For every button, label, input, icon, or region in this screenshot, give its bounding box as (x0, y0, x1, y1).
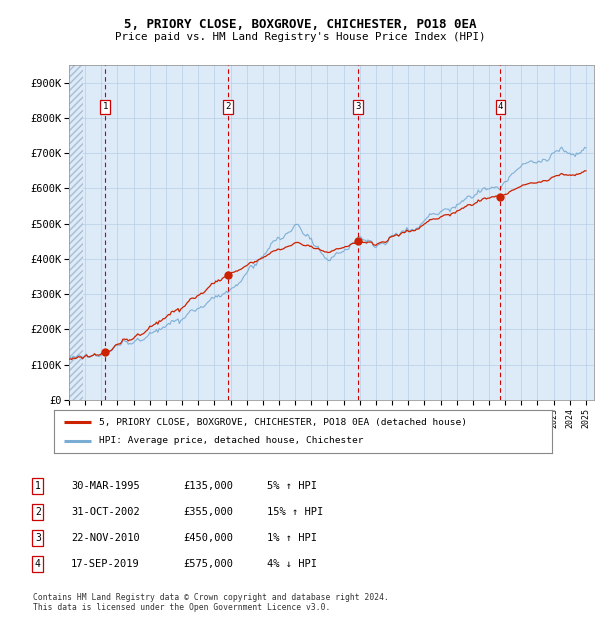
Text: 22-NOV-2010: 22-NOV-2010 (71, 533, 140, 543)
Text: 4: 4 (35, 559, 41, 569)
Text: 1% ↑ HPI: 1% ↑ HPI (267, 533, 317, 543)
Text: 5% ↑ HPI: 5% ↑ HPI (267, 481, 317, 491)
Text: 1: 1 (35, 481, 41, 491)
Text: 31-OCT-2002: 31-OCT-2002 (71, 507, 140, 517)
Text: 4: 4 (498, 102, 503, 112)
Text: 17-SEP-2019: 17-SEP-2019 (71, 559, 140, 569)
Text: 2: 2 (35, 507, 41, 517)
Text: 4% ↓ HPI: 4% ↓ HPI (267, 559, 317, 569)
Bar (69, 65, 83, 400)
Text: 5, PRIORY CLOSE, BOXGROVE, CHICHESTER, PO18 0EA (detached house): 5, PRIORY CLOSE, BOXGROVE, CHICHESTER, P… (99, 418, 467, 427)
Text: This data is licensed under the Open Government Licence v3.0.: This data is licensed under the Open Gov… (33, 603, 331, 612)
Text: £135,000: £135,000 (184, 481, 234, 491)
Text: HPI: Average price, detached house, Chichester: HPI: Average price, detached house, Chic… (99, 436, 364, 445)
Text: 3: 3 (355, 102, 361, 112)
Text: 5, PRIORY CLOSE, BOXGROVE, CHICHESTER, PO18 0EA: 5, PRIORY CLOSE, BOXGROVE, CHICHESTER, P… (124, 19, 476, 31)
Text: 1: 1 (103, 102, 108, 112)
Text: Contains HM Land Registry data © Crown copyright and database right 2024.: Contains HM Land Registry data © Crown c… (33, 593, 389, 601)
Text: Price paid vs. HM Land Registry's House Price Index (HPI): Price paid vs. HM Land Registry's House … (115, 32, 485, 42)
Text: 2: 2 (225, 102, 230, 112)
Text: £575,000: £575,000 (184, 559, 234, 569)
Text: £450,000: £450,000 (184, 533, 234, 543)
Text: 3: 3 (35, 533, 41, 543)
Text: £355,000: £355,000 (184, 507, 234, 517)
Bar (69, 65, 83, 400)
Text: 15% ↑ HPI: 15% ↑ HPI (267, 507, 323, 517)
Text: 30-MAR-1995: 30-MAR-1995 (71, 481, 140, 491)
